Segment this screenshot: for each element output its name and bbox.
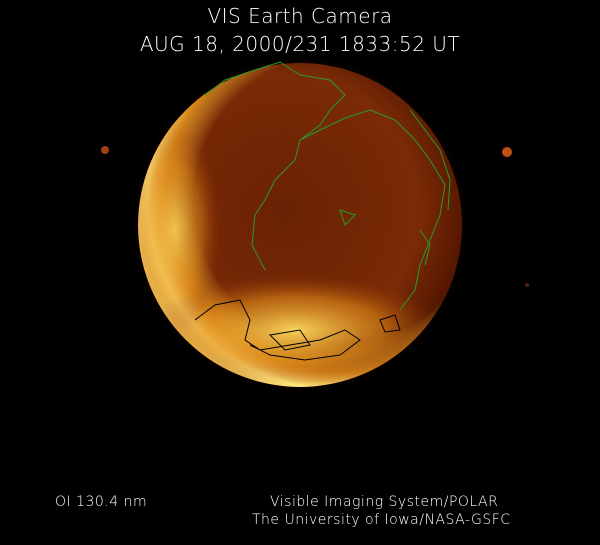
- filter-wavelength-label: OI 130.4 nm: [55, 494, 148, 510]
- coastlines-aurora: [194, 299, 401, 361]
- star-left: [101, 146, 109, 154]
- star-right: [502, 147, 512, 157]
- image-title: VIS Earth Camera: [207, 4, 393, 28]
- star-small: [525, 283, 529, 287]
- coastlines-day: [204, 61, 451, 311]
- auroral-oval: [145, 275, 445, 385]
- observation-timestamp: AUG 18, 2000/231 1833:52 UT: [139, 32, 461, 56]
- instrument-credit: Visible Imaging System/POLAR: [270, 494, 499, 510]
- institution-credit: The University of Iowa/NASA-GSFC: [252, 512, 511, 528]
